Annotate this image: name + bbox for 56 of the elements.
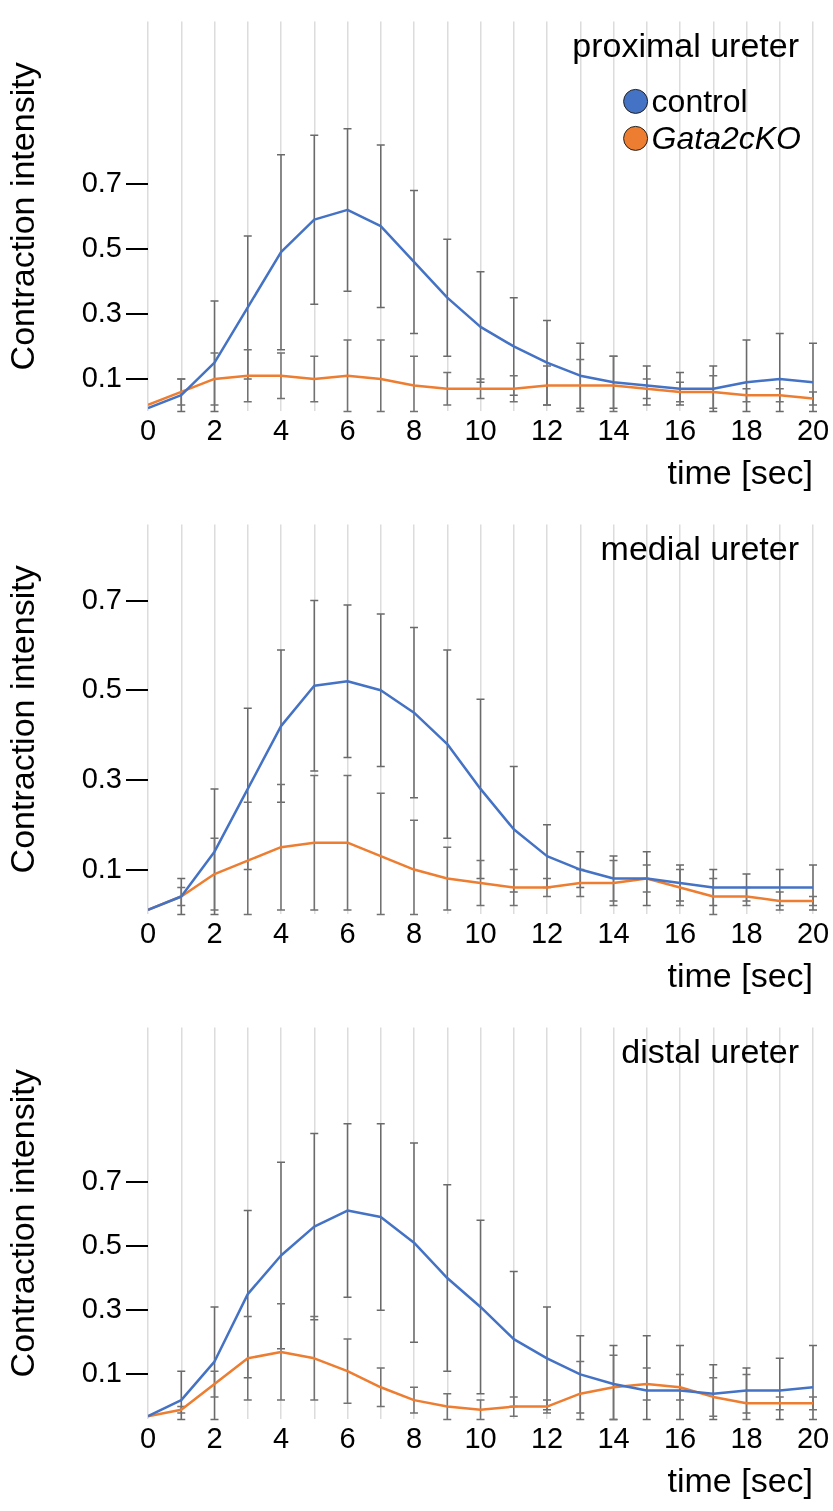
x-tick-label: 2: [206, 1421, 223, 1454]
x-axis-title: time [sec]: [667, 1460, 813, 1499]
y-tick-label: 0.1: [81, 1356, 122, 1389]
x-tick-label: 14: [597, 413, 630, 446]
x-tick-label: 6: [339, 916, 356, 949]
legend-label: Gata2cKO: [651, 120, 801, 157]
x-tick-label: 16: [663, 413, 697, 446]
chart-title: medial ureter: [600, 529, 799, 568]
y-tick-label: 0.5: [81, 1227, 122, 1260]
legend-label: control: [651, 83, 748, 120]
x-tick-label: 2: [206, 413, 223, 446]
x-axis-title: time [sec]: [667, 452, 813, 491]
x-tick-label: 20: [796, 916, 830, 949]
y-tick-label: 0.3: [81, 295, 122, 328]
y-tick-label: 0.1: [81, 360, 122, 393]
y-tick-label: 0.7: [81, 165, 122, 198]
y-tick-label: 0.7: [81, 1163, 122, 1196]
y-tick-label: 0.5: [81, 230, 122, 263]
x-tick-label: 6: [339, 413, 356, 446]
x-tick-label: 10: [464, 1421, 497, 1454]
x-tick-label: 16: [663, 916, 697, 949]
y-axis-title: Contraction intensity: [2, 62, 41, 371]
x-tick-label: 18: [730, 916, 763, 949]
x-tick-label: 8: [405, 916, 423, 949]
y-tick-label: 0.3: [81, 761, 122, 794]
x-tick-label: 6: [339, 1421, 356, 1454]
x-tick-label: 8: [405, 1421, 423, 1454]
x-tick-label: 2: [206, 916, 223, 949]
x-tick-label: 14: [597, 916, 630, 949]
y-axis-title: Contraction intensity: [2, 565, 41, 874]
x-tick-label: 0: [139, 413, 157, 446]
x-tick-label: 4: [272, 413, 290, 446]
x-tick-label: 14: [597, 1421, 630, 1454]
x-tick-label: 18: [730, 1421, 763, 1454]
y-tick-label: 0.5: [81, 672, 122, 705]
x-tick-label: 12: [530, 1421, 564, 1454]
x-tick-label: 12: [530, 916, 564, 949]
y-axis-title: Contraction intensity: [2, 1069, 41, 1378]
x-tick-label: 4: [272, 916, 290, 949]
x-tick-label: 0: [139, 916, 157, 949]
x-tick-label: 8: [405, 413, 423, 446]
y-tick-label: 0.1: [81, 851, 122, 884]
y-tick-label: 0.3: [81, 1292, 122, 1325]
x-axis-title: time [sec]: [667, 955, 813, 994]
chart-title: proximal ureter: [572, 26, 799, 65]
chart-title: distal ureter: [621, 1032, 799, 1071]
x-tick-label: 0: [139, 1421, 157, 1454]
x-tick-label: 10: [464, 413, 497, 446]
x-tick-label: 12: [530, 413, 564, 446]
x-tick-label: 20: [796, 1421, 830, 1454]
x-tick-label: 16: [663, 1421, 697, 1454]
y-tick-label: 0.7: [81, 582, 122, 615]
x-tick-label: 4: [272, 1421, 290, 1454]
x-tick-label: 10: [464, 916, 497, 949]
x-tick-label: 18: [730, 413, 763, 446]
x-tick-label: 20: [796, 413, 830, 446]
